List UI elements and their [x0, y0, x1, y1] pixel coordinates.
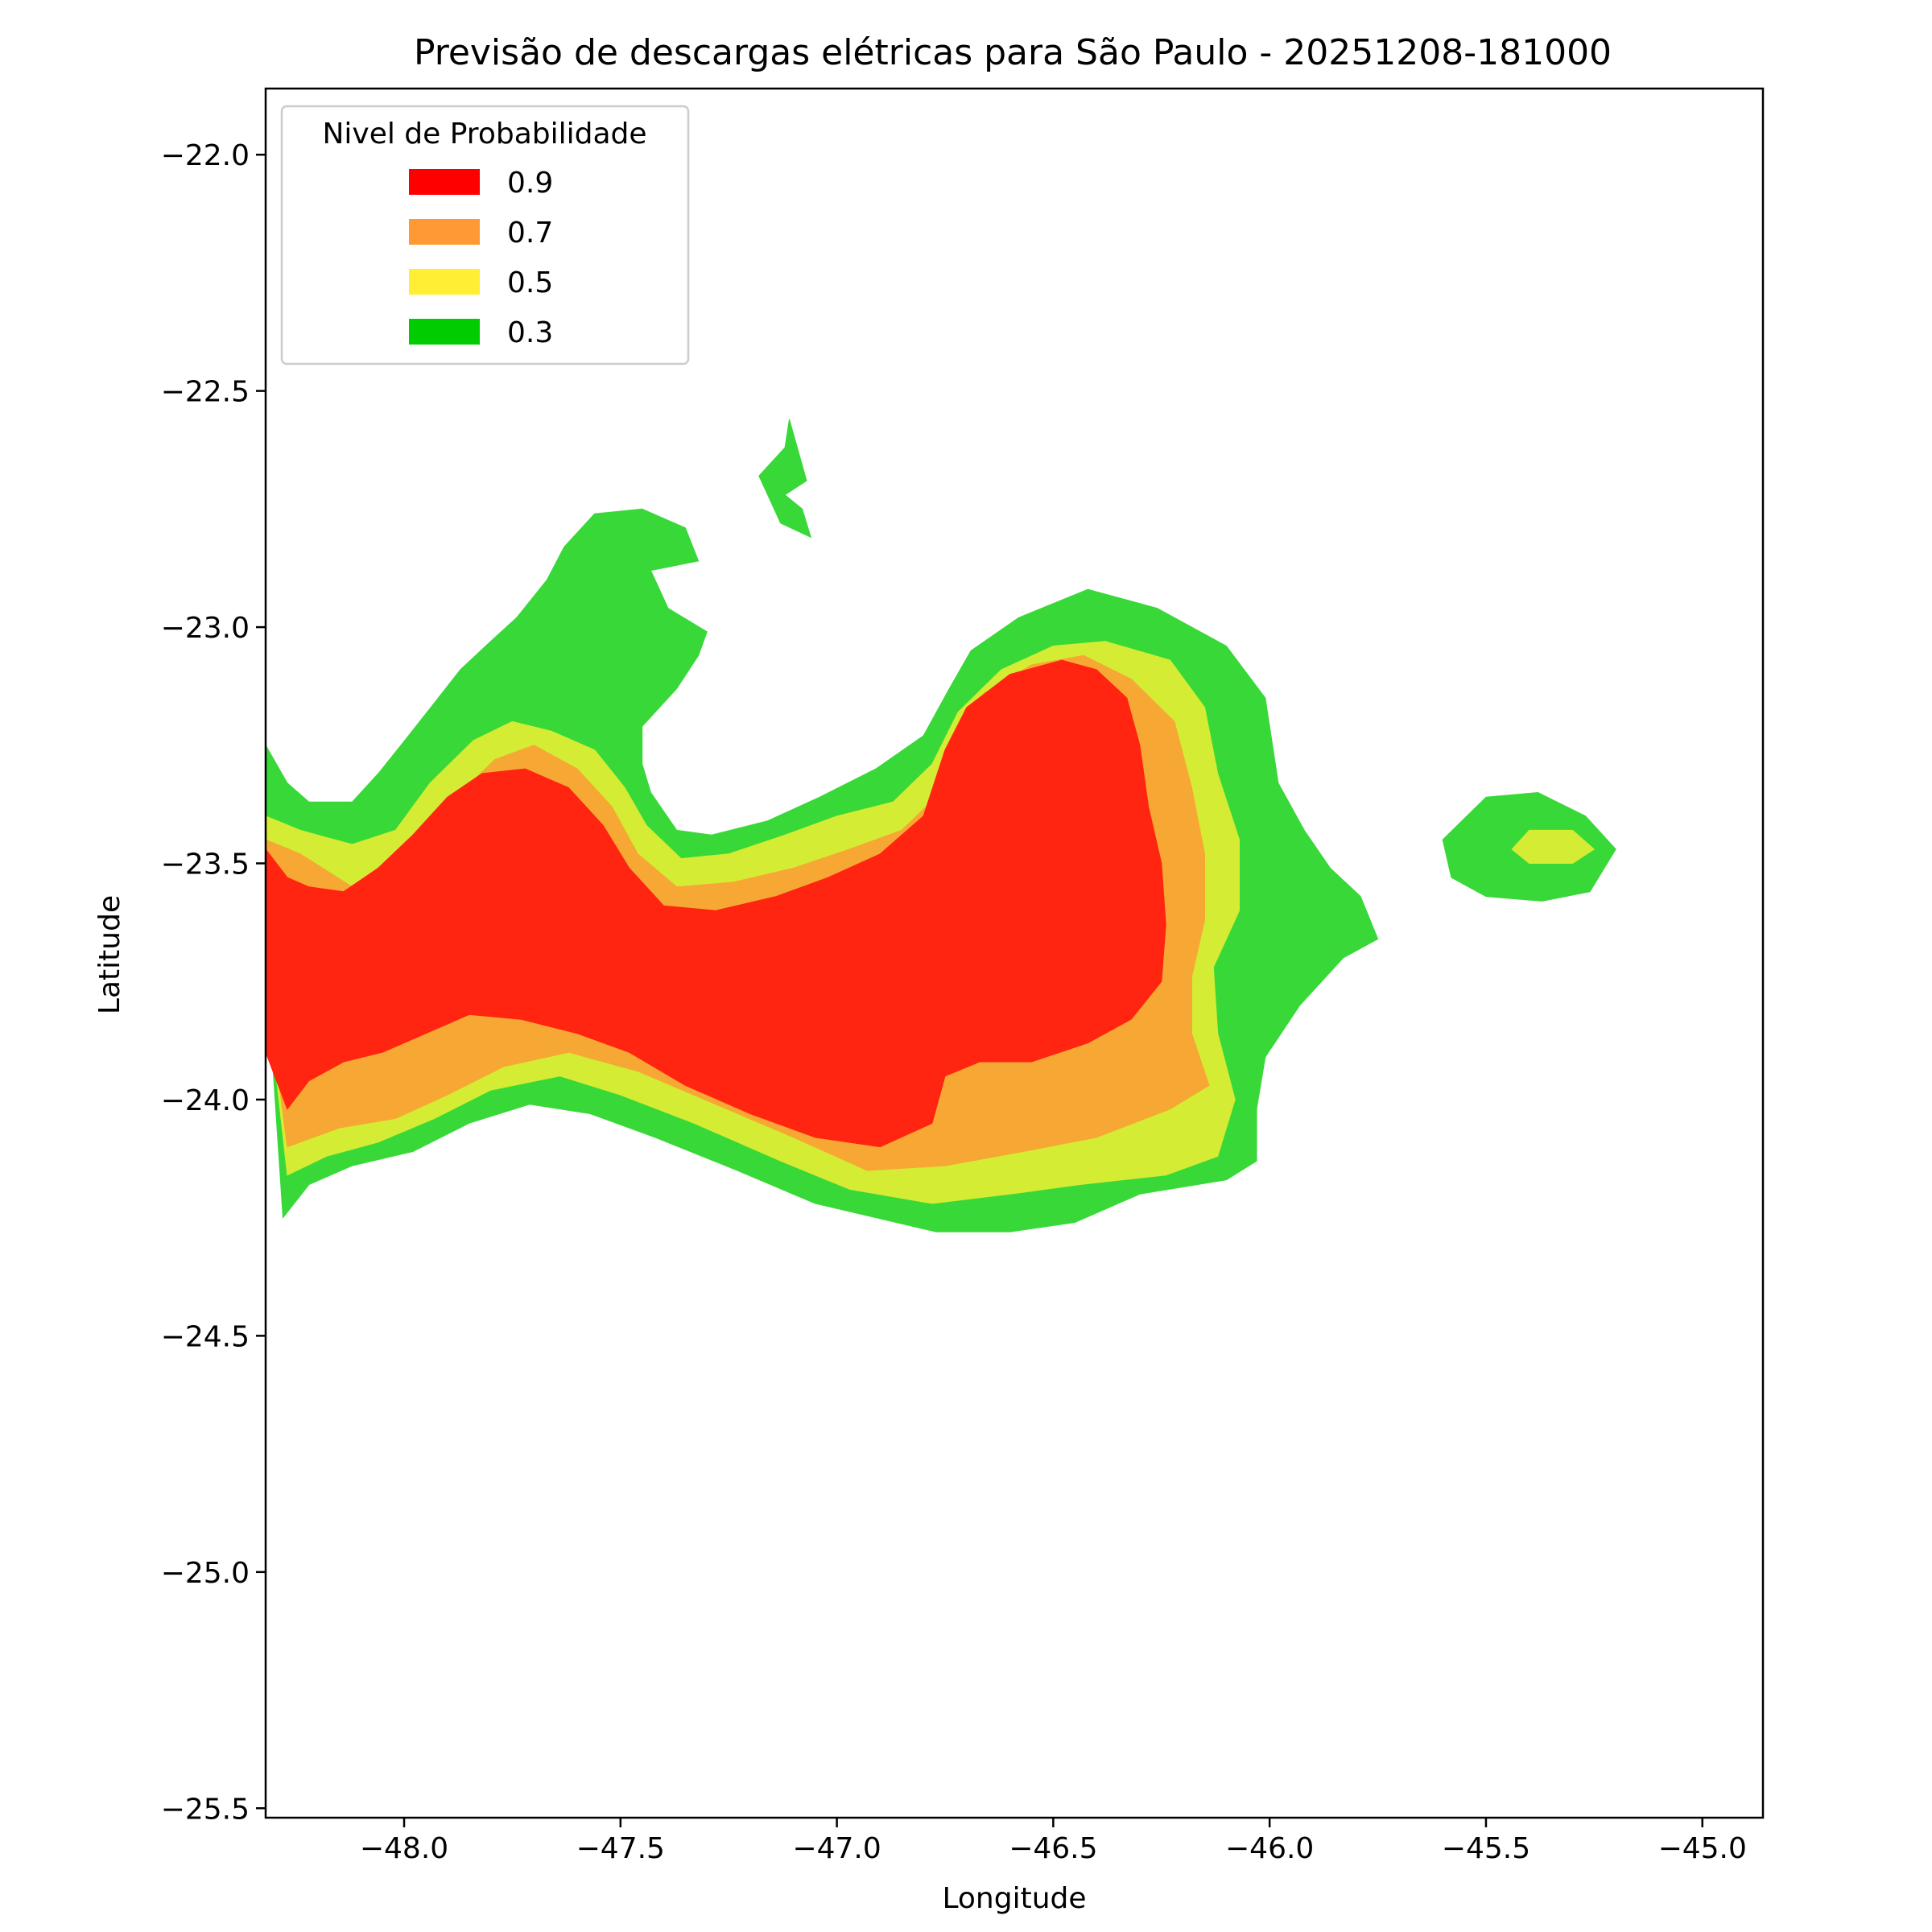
x-axis-label: Longitude	[942, 1882, 1086, 1915]
x-tick-label: −47.0	[792, 1832, 881, 1865]
plot-area-frame	[264, 87, 1765, 1819]
x-tick-label: −45.0	[1658, 1832, 1747, 1865]
legend-swatch	[409, 219, 480, 245]
legend-title: Nivel de Probabilidade	[322, 118, 646, 151]
x-tick-label: −46.0	[1225, 1832, 1314, 1865]
y-tick-label: −24.0	[161, 1084, 250, 1117]
legend: Nivel de Probabilidade 0.9 0.7 0.5 0.3	[280, 105, 690, 365]
legend-label: 0.9	[507, 167, 553, 200]
y-tick-label: −25.5	[161, 1793, 250, 1826]
y-tick-label: −25.0	[161, 1557, 250, 1590]
legend-swatch	[409, 269, 480, 295]
legend-swatch	[409, 319, 480, 345]
y-axis-ticks: −22.0 −22.5 −23.0 −23.5 −24.0 −24.5 −25.0 −25.5	[161, 139, 266, 1826]
x-tick-label: −47.5	[576, 1832, 665, 1865]
y-tick-label: −23.5	[161, 848, 250, 881]
legend-box	[280, 105, 690, 365]
x-tick-label: −46.5	[1009, 1832, 1097, 1865]
y-axis-label: Latitude	[93, 895, 126, 1014]
legend-swatch	[409, 169, 480, 195]
x-tick-label: −45.5	[1442, 1832, 1530, 1865]
y-tick-label: −22.0	[161, 139, 250, 172]
legend-entries: 0.9 0.7 0.5 0.3	[409, 167, 553, 349]
legend-label: 0.7	[507, 217, 553, 250]
y-tick-label: −22.5	[161, 376, 250, 409]
y-tick-label: −24.5	[161, 1320, 250, 1353]
x-tick-label: −48.0	[360, 1832, 448, 1865]
region-level-05-6	[1511, 829, 1596, 864]
x-axis-ticks: −48.0 −47.5 −47.0 −46.5 −46.0 −45.5 −45.0	[360, 1818, 1747, 1865]
region-level-09-3	[265, 659, 1166, 1148]
legend-label: 0.5	[507, 266, 553, 299]
chart-title: Previsão de descargas elétricas para São…	[414, 32, 1612, 73]
probability-regions	[265, 419, 1616, 1232]
region-level-03-4	[758, 419, 812, 539]
y-tick-label: −23.0	[161, 612, 250, 645]
legend-label: 0.3	[507, 316, 553, 349]
